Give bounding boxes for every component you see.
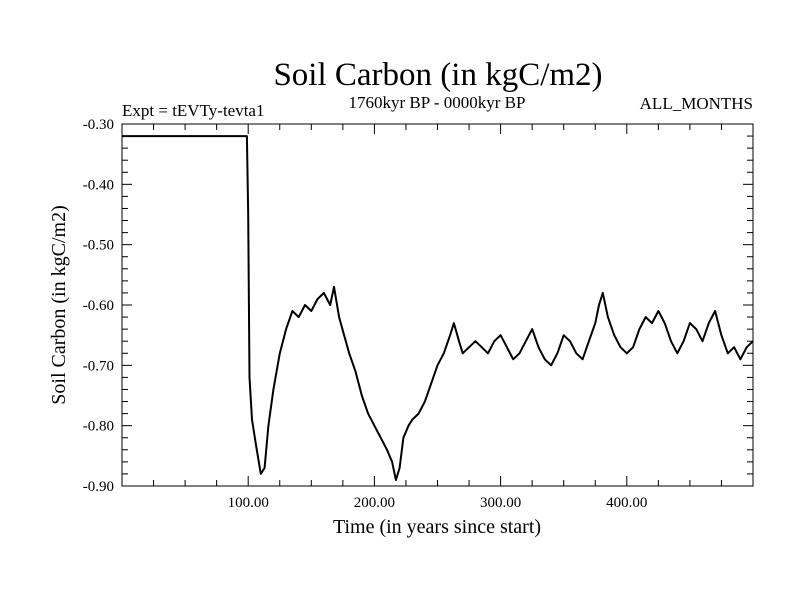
y-tick-label: -0.30 <box>83 117 114 133</box>
y-axis-label: Soil Carbon (in kgC/m2) <box>48 205 70 404</box>
y-tick-label: -0.50 <box>83 238 114 254</box>
period-label: 1760kyr BP - 0000kyr BP <box>349 93 526 112</box>
x-axis-label: Time (in years since start) <box>333 516 541 538</box>
y-tick-label: -0.70 <box>83 358 114 374</box>
x-tick-label: 100.00 <box>228 495 269 511</box>
months-label: ALL_MONTHS <box>640 94 753 113</box>
chart-title: Soil Carbon (in kgC/m2) <box>273 57 602 93</box>
experiment-label: Expt = tEVTy-tevta1 <box>122 101 264 120</box>
y-tick-label: -0.40 <box>83 177 114 193</box>
x-tick-label: 300.00 <box>480 495 521 511</box>
plot-frame <box>121 123 754 487</box>
x-tick-label: 200.00 <box>354 495 395 511</box>
y-tick-label: -0.90 <box>83 479 114 495</box>
x-tick-label: 400.00 <box>606 495 647 511</box>
y-tick-label: -0.60 <box>83 298 114 314</box>
y-tick-label: -0.80 <box>83 419 114 435</box>
series-line <box>122 135 754 481</box>
